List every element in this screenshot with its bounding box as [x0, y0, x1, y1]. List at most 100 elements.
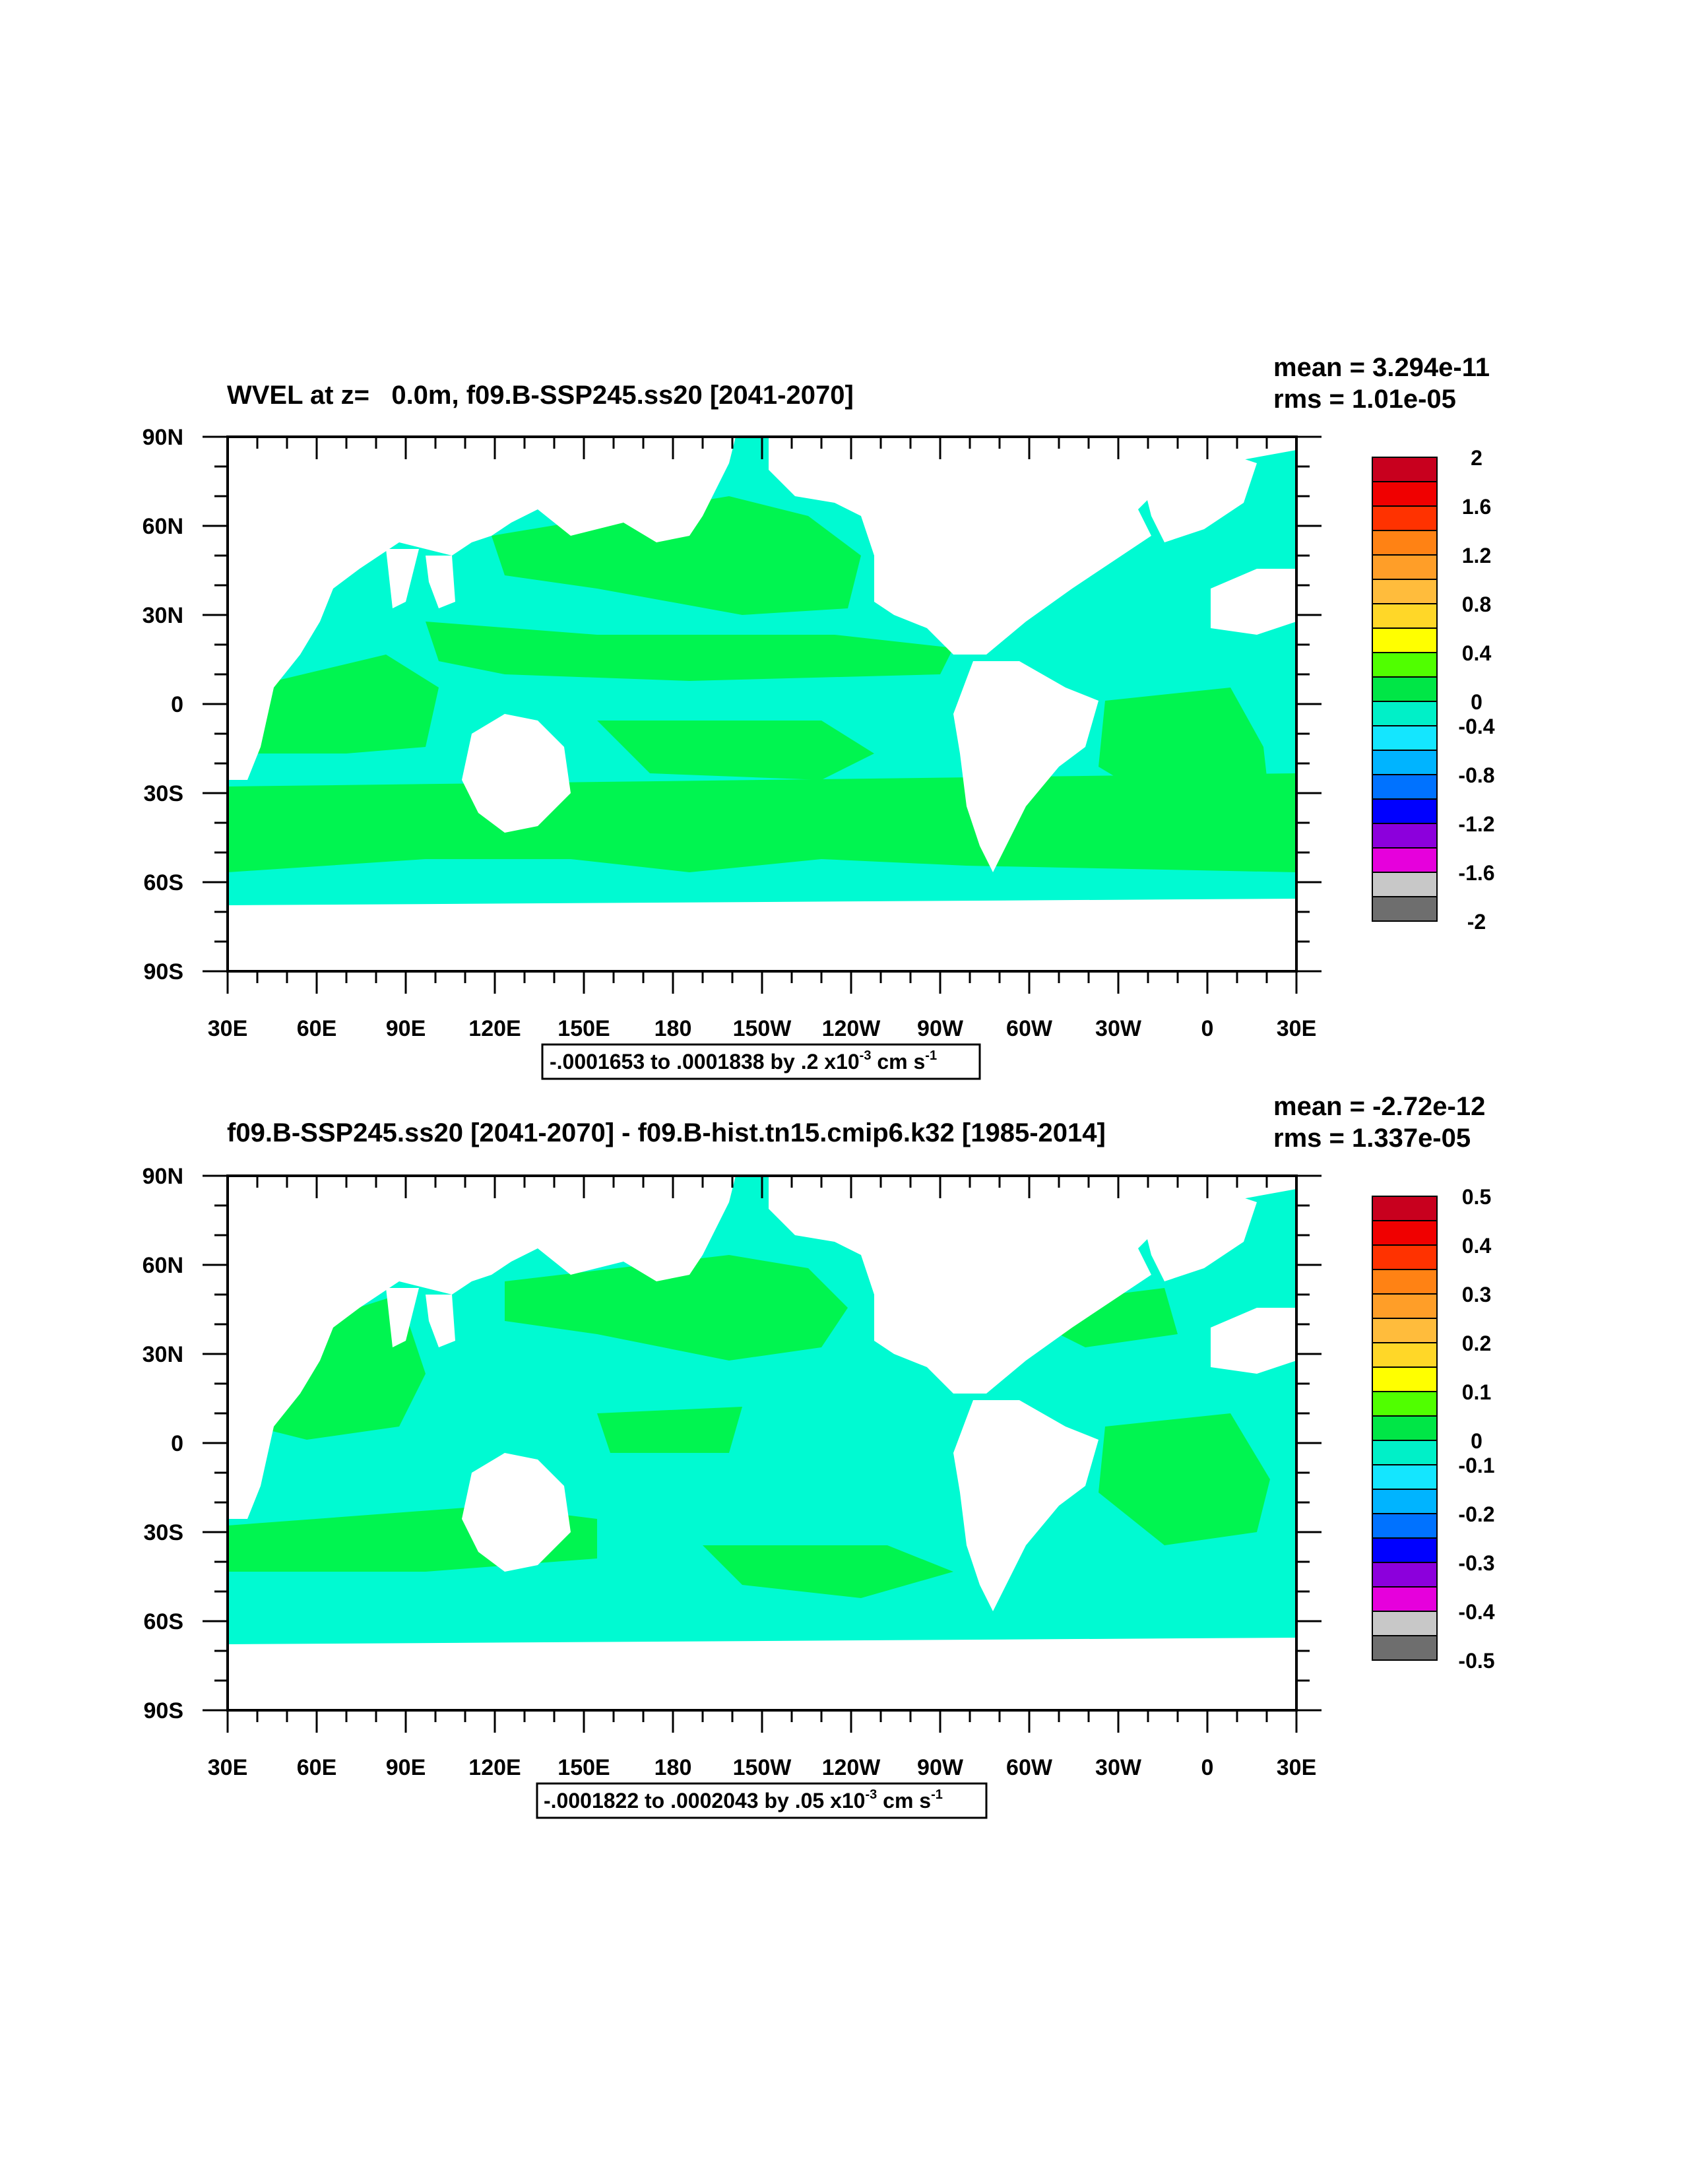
lon-label: 180 [654, 1755, 692, 1780]
lat-label: 90S [144, 1698, 184, 1723]
lat-label: 60S [144, 870, 184, 895]
colorbar-swatch [1372, 1513, 1438, 1539]
lon-label: 0 [1201, 1755, 1214, 1780]
colorbar-swatch [1372, 603, 1438, 629]
colorbar-swatch [1372, 554, 1438, 580]
panel-1-lon-labels: 30E 60E 90E 120E 150E 180 150W 120W 90W 60W 30W 0 30… [208, 1016, 1317, 1041]
colorbar-swatch [1372, 1293, 1438, 1319]
colorbar-label: -0.8 [1458, 763, 1494, 787]
colorbar-label: 1.2 [1462, 544, 1491, 567]
lat-label: 60N [143, 1253, 183, 1278]
panel-2-lat-labels: 90N 60N 30N 0 30S 60S 90S [143, 1164, 183, 1723]
panel-2-lon-labels: 30E 60E 90E 120E 150E 180 150W 120W 90W 60W 30W 0 30… [208, 1755, 1317, 1780]
colorbar-label: -0.2 [1458, 1502, 1494, 1526]
colorbar-swatch [1372, 823, 1438, 849]
lon-label: 150E [558, 1755, 610, 1780]
colorbar-swatch [1372, 750, 1438, 775]
panel-2-mean: mean = -2.72e-12 [1273, 1092, 1485, 1121]
colorbar-label: 0.4 [1462, 641, 1492, 665]
colorbar-label: 0.3 [1462, 1283, 1491, 1306]
lat-label: 0 [171, 692, 183, 717]
colorbar-swatch [1372, 1464, 1438, 1490]
colorbar-label: 0.5 [1462, 1185, 1491, 1209]
panel-1-title: WVEL at z= 0.0m, f09.B-SSP245.ss20 [2041… [227, 381, 854, 410]
lat-label: 0 [171, 1431, 183, 1456]
panel-1-map [228, 437, 1296, 971]
colorbar-label: 0.4 [1462, 1234, 1492, 1258]
colorbar-swatch [1372, 481, 1438, 507]
colorbar-swatch [1372, 530, 1438, 556]
colorbar-swatch [1372, 1342, 1438, 1368]
lon-label: 60W [1006, 1755, 1053, 1780]
panel-1-ticks [203, 435, 1322, 994]
colorbar-swatch [1372, 798, 1438, 824]
colorbar-swatch [1372, 652, 1438, 678]
colorbar-label: -2 [1467, 910, 1486, 934]
lon-label: 120W [822, 1755, 881, 1780]
svg-text:-.0001653 to .0001838 by .2 x1: -.0001653 to .0001838 by .2 x10-3 cm s-1 [550, 1048, 937, 1074]
svg-text:-.0001822 to .0002043 by .05 x: -.0001822 to .0002043 by .05 x10-3 cm s-… [544, 1787, 943, 1813]
colorbar-swatch [1372, 1537, 1438, 1563]
lon-label: 150W [733, 1016, 792, 1041]
colorbar-swatch [1372, 1244, 1438, 1270]
colorbar-label: -0.4 [1458, 715, 1494, 738]
colorbar-label: -0.1 [1458, 1454, 1494, 1477]
panel-2-range-unit: cm s [877, 1789, 931, 1813]
panel-1: WVEL at z= 0.0m, f09.B-SSP245.ss20 [2041… [143, 353, 1495, 1080]
panel-2-range-unit-exp: -1 [931, 1787, 943, 1802]
colorbar-swatch [1372, 1318, 1438, 1343]
colorbar-swatch [1372, 579, 1438, 604]
panel-2-rms: rms = 1.337e-05 [1273, 1124, 1471, 1153]
colorbar-swatch [1372, 725, 1438, 751]
lat-label: 90N [143, 1164, 183, 1189]
colorbar-label: 0.8 [1462, 593, 1491, 616]
panel-1-range-text: -.0001653 to .0001838 by .2 x10 [550, 1050, 860, 1074]
colorbar-label: 0 [1471, 690, 1482, 714]
colorbar-label: -1.2 [1458, 812, 1494, 836]
panel-1-rms: rms = 1.01e-05 [1273, 385, 1456, 414]
lon-label: 150E [558, 1016, 610, 1041]
lat-label: 90S [144, 959, 184, 984]
lon-label: 30E [1277, 1016, 1317, 1041]
panel-1-range-box: -.0001653 to .0001838 by .2 x10-3 cm s-1 [541, 1043, 981, 1080]
colorbar-swatch [1372, 1366, 1438, 1392]
lat-label: 60N [143, 514, 183, 539]
lon-label: 60W [1006, 1016, 1053, 1041]
colorbar-label: 0 [1471, 1429, 1482, 1453]
lon-label: 30E [208, 1016, 248, 1041]
lon-label: 30E [1277, 1755, 1317, 1780]
colorbar-swatch [1372, 1391, 1438, 1417]
colorbar-label: 0.2 [1462, 1332, 1491, 1355]
lon-label: 60E [297, 1755, 337, 1780]
colorbar-swatch [1372, 701, 1438, 726]
panel-1-range-exp: -3 [860, 1048, 872, 1063]
panel-2: f09.B-SSP245.ss20 [2041-2070] - f09.B-hi… [143, 1092, 1495, 1819]
colorbar-label: -1.6 [1458, 861, 1494, 885]
lon-label: 60E [297, 1016, 337, 1041]
lon-label: 180 [654, 1016, 692, 1041]
panel-1-mean: mean = 3.294e-11 [1273, 353, 1490, 382]
panel-1-range-unit: cm s [871, 1050, 925, 1074]
panel-2-ticks [203, 1174, 1322, 1733]
lon-label: 90E [386, 1016, 426, 1041]
colorbar-swatch [1372, 1611, 1438, 1636]
lon-label: 30W [1095, 1016, 1142, 1041]
lat-label: 30S [144, 1520, 184, 1545]
colorbar-swatch [1372, 1489, 1438, 1514]
lon-label: 0 [1201, 1016, 1214, 1041]
colorbar-swatch [1372, 1196, 1438, 1221]
lon-label: 120E [468, 1755, 521, 1780]
colorbar-swatch [1372, 676, 1438, 702]
panel-2-title: f09.B-SSP245.ss20 [2041-2070] - f09.B-hi… [227, 1118, 1106, 1147]
colorbar-swatch [1372, 505, 1438, 531]
lon-label: 120W [822, 1016, 881, 1041]
colorbar-swatch [1372, 847, 1438, 873]
panel-2-range-exp: -3 [865, 1787, 877, 1802]
colorbar-swatch [1372, 774, 1438, 800]
colorbar-swatch [1372, 627, 1438, 653]
panel-2-colorbar: 0.5 0.4 0.3 0.2 0.1 0-0.1 -0.2 -0.3 -0.4 -0.5 [1372, 1185, 1495, 1673]
lon-label: 120E [468, 1016, 521, 1041]
lat-label: 30S [144, 781, 184, 806]
colorbar-swatch [1372, 1220, 1438, 1246]
panel-1-colorbar: 2 1.6 1.2 0.8 0.4 0-0.4 -0.8 -1.2 -1.6 -2 [1372, 446, 1495, 934]
